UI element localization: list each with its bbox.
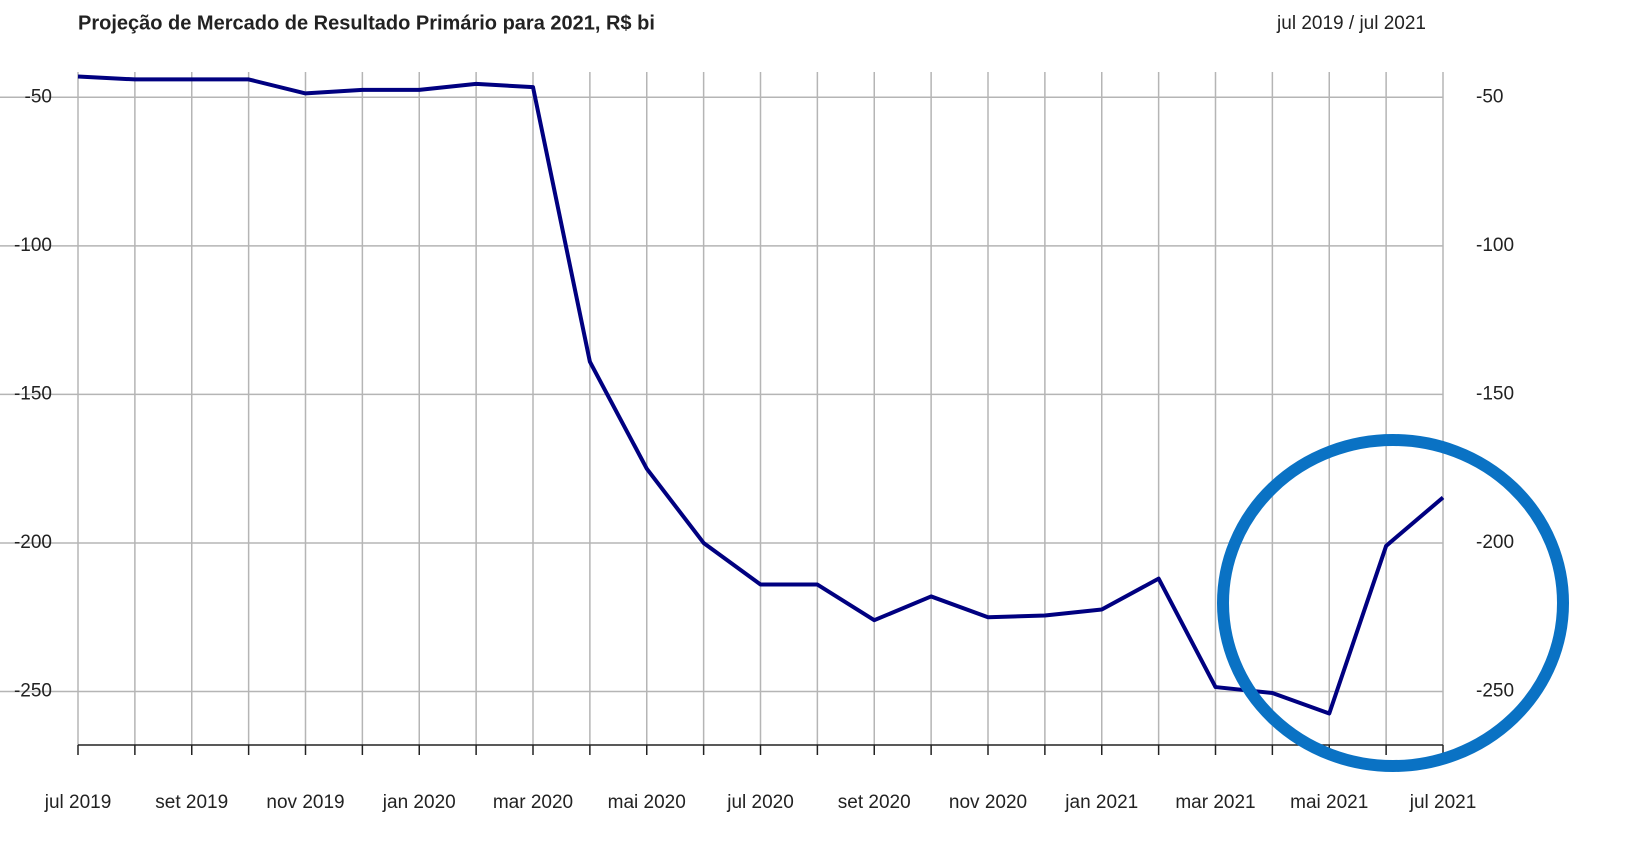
line-series [77,74,1445,716]
y-tick-label: -250 [14,681,52,702]
x-tick-label: mai 2021 [1290,792,1368,813]
x-tick-label: set 2019 [155,792,228,813]
y-tick-label-right: -150 [1476,383,1514,404]
x-tick-label: set 2020 [838,792,911,813]
x-tick-label: jul 2021 [1409,792,1477,813]
y-tick-label-right: -50 [1476,86,1503,107]
highlight-circle [1217,434,1569,772]
y-tick-label-right: -100 [1476,235,1514,256]
y-tick-label: -200 [14,532,52,553]
x-tick-label: nov 2019 [266,792,344,813]
x-tick-label: mai 2020 [608,792,686,813]
marks [77,74,1445,716]
y-tick-label: -150 [14,383,52,404]
chart-subtitle: jul 2019 / jul 2021 [1276,13,1426,34]
x-tick-label: jan 2020 [382,792,456,813]
y-tick-label: -50 [25,86,52,107]
grid [0,72,1444,755]
y-tick-label-right: -250 [1476,681,1514,702]
chart-title: Projeção de Mercado de Resultado Primári… [78,12,655,34]
y-tick-label: -100 [14,235,52,256]
x-tick-label: nov 2020 [949,792,1027,813]
x-tick-label: jul 2020 [726,792,794,813]
x-tick-label: mar 2021 [1175,792,1255,813]
x-tick-label: mar 2020 [493,792,573,813]
x-tick-label: jul 2019 [44,792,112,813]
y-tick-label-right: -200 [1476,532,1514,553]
x-tick-label: jan 2021 [1064,792,1138,813]
